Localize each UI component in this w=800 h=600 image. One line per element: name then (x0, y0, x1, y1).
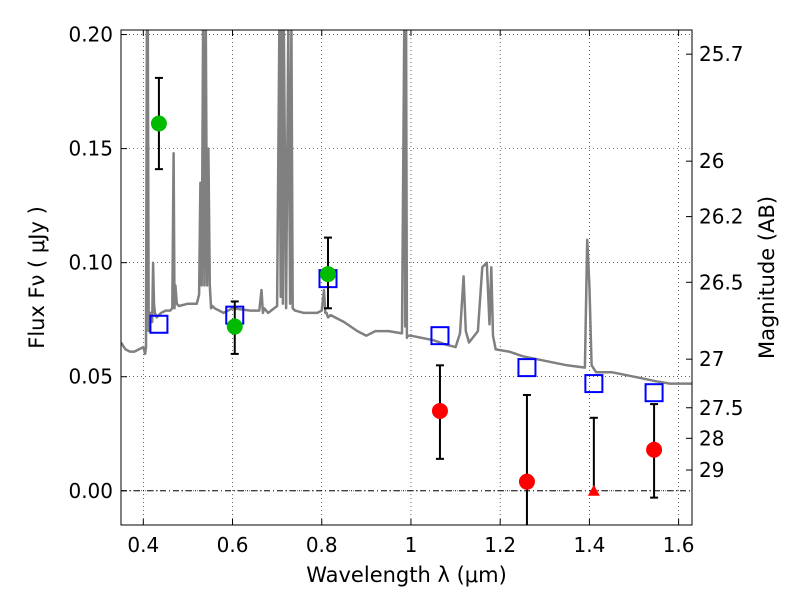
nir-detection-point (518, 473, 535, 490)
right-axis-title: Magnitude (AB) (755, 196, 779, 359)
model-photometry-square (517, 358, 537, 378)
right-tick-label: 26 (699, 149, 724, 173)
model-photometry-square (584, 374, 604, 394)
right-tick-label: 28 (699, 426, 724, 450)
grid-lines (121, 30, 692, 525)
model-spectrum (121, 30, 692, 385)
x-tick-label: 1.2 (484, 533, 516, 557)
x-tick-label: 0.6 (217, 533, 249, 557)
nir-detection-point (431, 402, 448, 419)
optical-detection-point (226, 318, 243, 335)
plot-frame (120, 29, 693, 526)
axis-ticks: 0.4 0.6 0.8 1 1.2 1.4 1.6 0.00 0.05 0.10 0.15 0.20 2… (68, 23, 743, 557)
optical-detection-point (319, 266, 336, 283)
photometry-markers (149, 76, 664, 525)
right-tick-label: 29 (699, 458, 724, 482)
right-tick-label: 27 (699, 347, 724, 371)
x-tick-label: 0.4 (127, 533, 159, 557)
model-photometry-square (149, 314, 169, 334)
x-tick-label: 1.6 (663, 533, 695, 557)
y-tick-label: 0.15 (68, 137, 113, 161)
x-tick-label: 0.8 (306, 533, 338, 557)
x-tick-label: 1.4 (573, 533, 605, 557)
y-tick-label: 0.10 (68, 251, 113, 275)
upper-limit-triangle (587, 484, 600, 496)
y-tick-label: 0.05 (68, 365, 113, 389)
model-photometry-square (644, 383, 664, 403)
y-axis-title: Flux Fν ( μJy ) (25, 206, 49, 349)
optical-detection-point (150, 115, 167, 132)
nir-detection-point (646, 441, 663, 458)
model-spectrum-line (121, 30, 692, 385)
x-axis-title: Wavelength λ (μm) (306, 563, 507, 587)
right-tick-label: 25.7 (699, 42, 744, 66)
y-tick-label: 0.00 (68, 479, 113, 503)
y-tick-label: 0.20 (68, 23, 113, 47)
right-tick-label: 26.5 (699, 270, 744, 294)
x-tick-label: 1 (405, 533, 418, 557)
model-photometry-square (430, 326, 450, 346)
right-tick-label: 27.5 (699, 396, 744, 420)
right-tick-label: 26.2 (699, 205, 744, 229)
